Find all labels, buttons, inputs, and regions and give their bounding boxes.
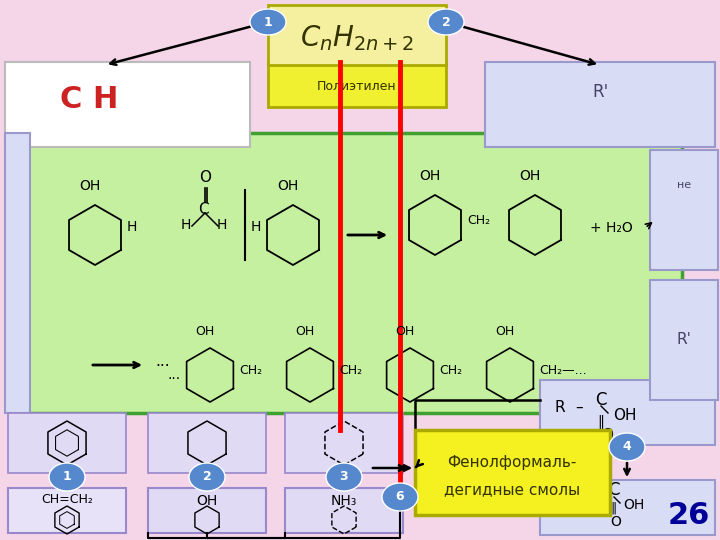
- Text: ...: ...: [155, 354, 170, 369]
- Bar: [268, 62, 446, 107]
- Text: CH₂: CH₂: [239, 364, 262, 377]
- Text: OH: OH: [197, 494, 217, 508]
- Text: OH: OH: [79, 179, 101, 193]
- Text: –: –: [575, 400, 582, 415]
- Text: не: не: [677, 180, 691, 190]
- Bar: [285, 488, 403, 533]
- Bar: [148, 488, 266, 533]
- Text: 2: 2: [441, 16, 451, 29]
- Text: H: H: [127, 220, 138, 234]
- Text: H: H: [251, 220, 261, 234]
- Text: OH: OH: [495, 325, 515, 338]
- Text: CH=CH₂: CH=CH₂: [41, 493, 93, 506]
- Text: 26: 26: [667, 501, 710, 530]
- Text: OH: OH: [419, 169, 441, 183]
- Text: ...: ...: [168, 368, 181, 382]
- Bar: [650, 150, 718, 270]
- Text: Полиэтилен: Полиэтилен: [318, 79, 397, 92]
- Bar: [415, 430, 610, 515]
- Bar: [650, 280, 718, 400]
- Text: CH₂: CH₂: [439, 364, 462, 377]
- Text: O: O: [610, 515, 621, 529]
- Ellipse shape: [428, 9, 464, 35]
- Text: C: C: [608, 481, 619, 499]
- Text: OH: OH: [623, 498, 644, 512]
- Text: С Н: С Н: [60, 85, 118, 114]
- Ellipse shape: [382, 483, 418, 511]
- Text: OH: OH: [613, 408, 636, 422]
- Text: CH₂: CH₂: [467, 213, 490, 226]
- Bar: [285, 413, 403, 473]
- Text: O: O: [601, 428, 613, 442]
- Bar: [8, 413, 126, 473]
- Text: ‖: ‖: [610, 502, 616, 515]
- Text: C: C: [198, 202, 208, 218]
- Bar: [148, 413, 266, 473]
- Text: C: C: [595, 391, 606, 409]
- Text: OH: OH: [395, 325, 415, 338]
- Ellipse shape: [326, 463, 362, 491]
- Text: –R–: –R–: [580, 490, 603, 504]
- Text: 1: 1: [63, 470, 71, 483]
- Text: OH: OH: [295, 325, 315, 338]
- Bar: [485, 62, 715, 147]
- Text: CH₂: CH₂: [339, 364, 362, 377]
- Text: R': R': [592, 83, 608, 101]
- Text: O: O: [199, 170, 211, 185]
- Text: R': R': [677, 333, 691, 348]
- Bar: [540, 480, 715, 535]
- Text: CH₂—...: CH₂—...: [539, 364, 587, 377]
- Text: H: H: [181, 218, 192, 232]
- Bar: [5, 133, 30, 413]
- Text: OH: OH: [195, 325, 215, 338]
- Ellipse shape: [189, 463, 225, 491]
- Bar: [8, 488, 126, 533]
- Text: ‖: ‖: [597, 415, 604, 429]
- Text: Фенолформаль-: Фенолформаль-: [447, 456, 577, 470]
- Text: 6: 6: [396, 490, 405, 503]
- Text: $C_nH_{2n+2}$: $C_nH_{2n+2}$: [300, 23, 414, 53]
- Text: R: R: [555, 400, 566, 415]
- Text: 3: 3: [340, 470, 348, 483]
- Text: 2: 2: [202, 470, 212, 483]
- Text: H: H: [217, 218, 228, 232]
- Text: 4: 4: [623, 441, 631, 454]
- Ellipse shape: [49, 463, 85, 491]
- Text: NH₃: NH₃: [330, 494, 357, 508]
- Text: OH: OH: [519, 169, 541, 183]
- Ellipse shape: [609, 433, 645, 461]
- Bar: [5, 62, 250, 147]
- Text: + H₂O: + H₂O: [590, 221, 633, 235]
- Text: дегидные смолы: дегидные смолы: [444, 483, 580, 497]
- Bar: [268, 5, 446, 65]
- Text: OH: OH: [277, 179, 299, 193]
- Bar: [540, 380, 715, 445]
- Text: H₂N: H₂N: [550, 490, 576, 504]
- Ellipse shape: [250, 9, 286, 35]
- Text: 1: 1: [264, 16, 272, 29]
- Bar: [22, 133, 682, 413]
